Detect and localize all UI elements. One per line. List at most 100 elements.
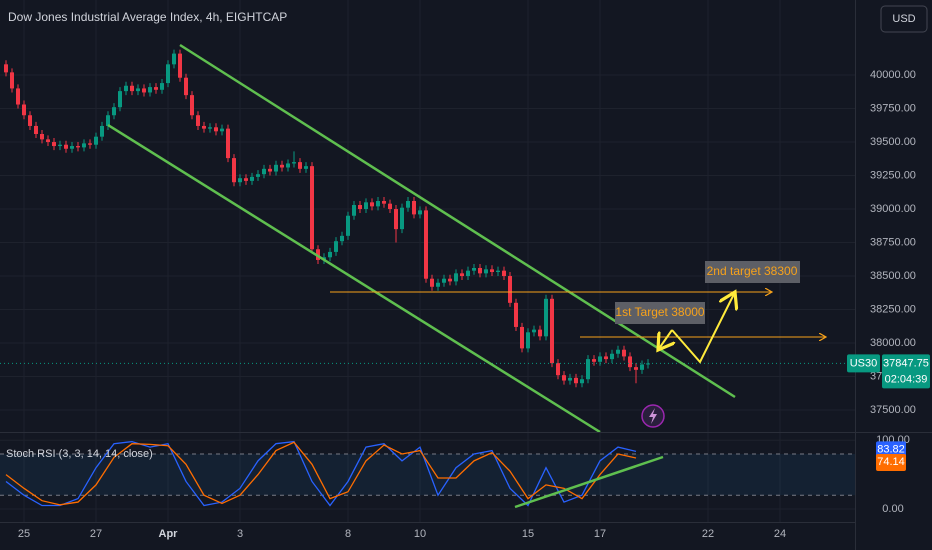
candle-body — [514, 302, 518, 327]
candle-body — [166, 64, 170, 84]
candle-body — [580, 379, 584, 384]
y-tick-label: 38750.00 — [870, 236, 916, 248]
candle-body — [250, 176, 254, 181]
candle-body — [430, 278, 434, 287]
target-label-1: 1st Target 38000 — [615, 305, 705, 319]
candle-body — [364, 202, 368, 210]
candle-body — [538, 329, 542, 337]
candle-body — [52, 142, 56, 147]
candle-body — [550, 298, 554, 364]
candle-body — [280, 164, 284, 168]
candle-body — [148, 87, 152, 93]
candle-body — [130, 85, 134, 92]
candle-body — [376, 200, 380, 207]
projection-arrow — [671, 292, 735, 364]
candle-body — [454, 273, 458, 282]
candle-body — [496, 270, 500, 273]
countdown-label: 02:04:39 — [885, 373, 928, 385]
candle-body — [184, 77, 188, 96]
target-label-2: 2nd target 38300 — [707, 264, 798, 278]
event-icon-bolt — [649, 408, 657, 424]
candle-body — [460, 273, 464, 277]
candle-body — [508, 276, 512, 303]
candle-body — [286, 163, 290, 168]
x-tick-label: 10 — [414, 528, 426, 540]
stoch-trendline — [514, 455, 664, 509]
candle-body — [562, 375, 566, 381]
x-tick-label: 8 — [345, 528, 351, 540]
candle-body — [412, 200, 416, 215]
candle-body — [202, 125, 206, 129]
candle-body — [88, 143, 92, 145]
y-tick-label: 39000.00 — [870, 203, 916, 215]
candle-body — [604, 356, 608, 360]
candle-body — [400, 207, 404, 230]
target-box-2 — [705, 261, 800, 283]
candle-body — [502, 270, 506, 277]
candle-body — [646, 363, 650, 365]
candle-body — [16, 88, 20, 105]
candle-body — [424, 210, 428, 279]
candle-body — [352, 205, 356, 216]
candle-body — [472, 267, 476, 271]
candle-body — [478, 267, 482, 274]
candle-body — [136, 88, 140, 92]
currency-button[interactable] — [880, 5, 928, 33]
candle-body — [586, 359, 590, 380]
candle-body — [394, 209, 398, 230]
y-tick-label: 40000.00 — [870, 69, 916, 81]
candle-body — [406, 200, 410, 208]
candle-body — [640, 364, 644, 370]
y-tick-label: 39500.00 — [870, 136, 916, 148]
candle-body — [226, 128, 230, 159]
candle-body — [142, 88, 146, 93]
candle-body — [346, 215, 350, 236]
candle-body — [388, 203, 392, 210]
candle-body — [520, 326, 524, 349]
candle-body — [370, 202, 374, 207]
candle-body — [610, 353, 614, 360]
y-tick-label: 39750.00 — [870, 102, 916, 114]
candle-body — [256, 174, 260, 177]
axes: 37500.0037750.0038000.0038250.0038500.00… — [18, 69, 930, 540]
candle-body — [598, 356, 602, 362]
candle-body — [94, 136, 98, 145]
x-tick-label: 24 — [774, 528, 786, 540]
candle-body — [532, 329, 536, 333]
candle-body — [10, 72, 14, 89]
target-box-1 — [615, 302, 705, 324]
candle-body — [238, 178, 242, 183]
candle-body — [616, 349, 620, 354]
candle-body — [556, 363, 560, 376]
candle-body — [220, 128, 224, 132]
y-tick-label: 39250.00 — [870, 169, 916, 181]
candle-body — [448, 278, 452, 282]
candle-body — [124, 85, 128, 92]
x-tick-label: Apr — [159, 528, 179, 540]
y-tick-label: 38500.00 — [870, 270, 916, 282]
candle-body — [40, 133, 44, 140]
candle-body — [304, 166, 308, 169]
candle-body — [112, 107, 116, 116]
symbol-label: US30 — [850, 357, 878, 369]
candle-body — [208, 127, 212, 129]
candle-body — [196, 115, 200, 126]
candle-body — [328, 251, 332, 258]
level-band — [0, 453, 855, 496]
candle-body — [490, 269, 494, 273]
candle-body — [274, 164, 278, 172]
candle-body — [568, 377, 572, 381]
candle-body — [358, 205, 362, 210]
candle-body — [382, 200, 386, 204]
candle-body — [28, 115, 32, 126]
candle-body — [178, 53, 182, 78]
candle-body — [160, 83, 164, 90]
candle-body — [436, 282, 440, 287]
candle-body — [118, 91, 122, 108]
channel-upper — [179, 43, 736, 399]
candle-body — [64, 144, 68, 149]
channel-lower — [107, 123, 601, 432]
y-tick-label: 37500.00 — [870, 404, 916, 416]
candle-body — [244, 178, 248, 181]
candle-body — [70, 146, 74, 149]
